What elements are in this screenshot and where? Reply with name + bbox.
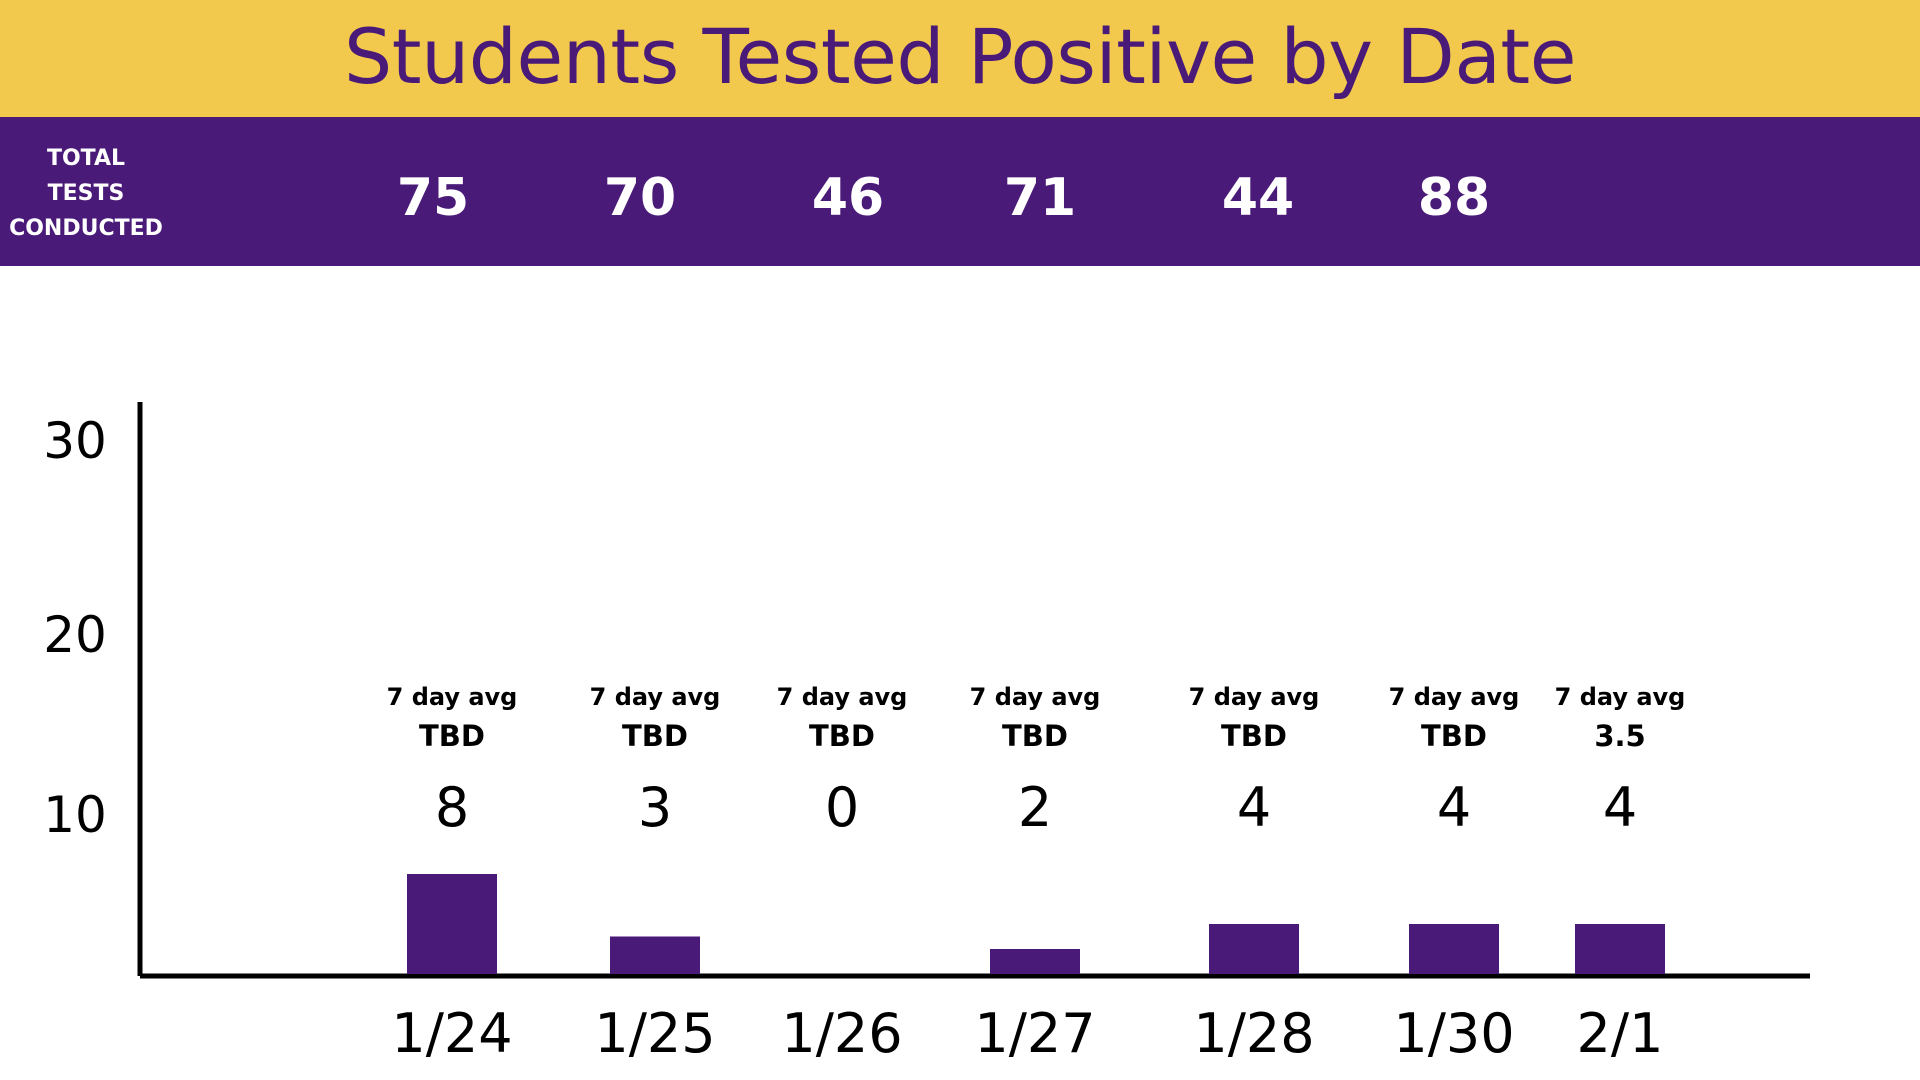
seven-day-avg-value: TBD — [622, 719, 688, 753]
seven-day-avg-label: 7 day avg — [970, 683, 1101, 711]
total-tests-value: 75 — [396, 168, 470, 228]
seven-day-avg-value: TBD — [809, 719, 875, 753]
seven-day-avg-label: 7 day avg — [1189, 683, 1320, 711]
bar — [990, 949, 1080, 974]
bar — [610, 936, 700, 974]
seven-day-avg-label: 7 day avg — [777, 683, 908, 711]
bar-value-label: 8 — [435, 776, 469, 839]
bar-value-label: 2 — [1018, 776, 1052, 839]
total-tests-label: TOTAL TESTS CONDUCTED — [0, 141, 172, 246]
seven-day-avg-label: 7 day avg — [1389, 683, 1520, 711]
bar-value-label: 4 — [1237, 776, 1271, 839]
total-tests-value: 70 — [603, 168, 677, 228]
x-tick-label: 1/25 — [594, 1002, 715, 1065]
total-tests-label-line: TESTS — [47, 181, 125, 206]
seven-day-avg-value: TBD — [1002, 719, 1068, 753]
y-tick-label: 10 — [43, 786, 107, 844]
title-banner: Students Tested Positive by Date — [0, 0, 1920, 117]
bar — [407, 874, 497, 974]
y-tick-label: 20 — [43, 606, 107, 664]
bar — [1409, 924, 1499, 974]
seven-day-avg-label: 7 day avg — [387, 683, 518, 711]
y-tick-label: 30 — [43, 412, 107, 470]
total-tests-band: TOTAL TESTS CONDUCTED 75 70 46 71 44 88 — [0, 117, 1920, 266]
x-tick-label: 1/27 — [974, 1002, 1095, 1065]
bar-value-label: 4 — [1437, 776, 1471, 839]
total-tests-label-line: CONDUCTED — [9, 216, 163, 241]
total-tests-label-line: TOTAL — [46, 146, 126, 171]
x-tick-label: 1/30 — [1393, 1002, 1514, 1065]
bar — [1209, 924, 1299, 974]
total-tests-value: 46 — [811, 168, 885, 228]
x-tick-label: 1/24 — [391, 1002, 512, 1065]
seven-day-avg-value: 3.5 — [1594, 719, 1645, 753]
seven-day-avg-value: TBD — [1221, 719, 1287, 753]
x-tick-label: 1/28 — [1193, 1002, 1314, 1065]
seven-day-avg-label: 7 day avg — [590, 683, 721, 711]
seven-day-avg-label: 7 day avg — [1555, 683, 1686, 711]
bar — [1575, 924, 1665, 974]
bar-value-label: 4 — [1603, 776, 1637, 839]
total-tests-value: 88 — [1417, 168, 1491, 228]
seven-day-avg-value: TBD — [419, 719, 485, 753]
chart-title: Students Tested Positive by Date — [344, 12, 1576, 101]
total-tests-value: 71 — [1003, 168, 1077, 228]
bar-value-label: 0 — [825, 776, 859, 839]
x-tick-label: 1/26 — [781, 1002, 902, 1065]
seven-day-avg-value: TBD — [1421, 719, 1487, 753]
total-tests-value: 44 — [1221, 168, 1295, 228]
x-tick-label: 2/1 — [1577, 1002, 1664, 1065]
bar-value-label: 3 — [638, 776, 672, 839]
